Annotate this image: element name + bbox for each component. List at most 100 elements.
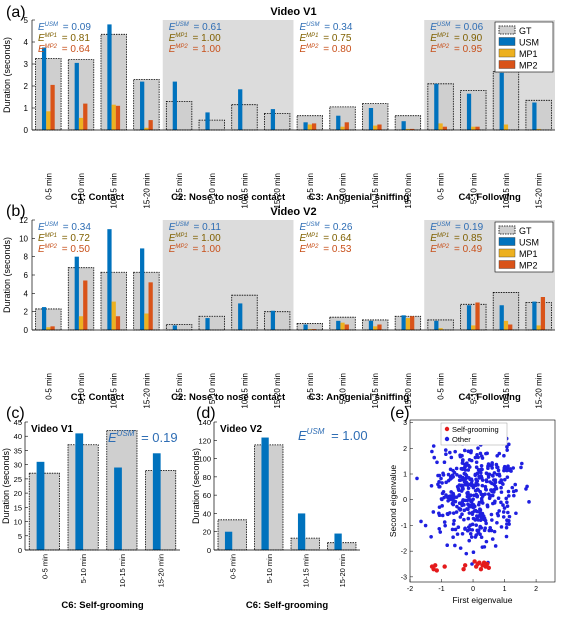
usm-bar [172, 325, 177, 330]
annotation-value: = 0.19 [452, 222, 483, 233]
other-point [468, 493, 473, 497]
other-point [485, 451, 489, 456]
mp2-bar [377, 124, 382, 130]
category-tick-label: 10-15 min [240, 173, 249, 209]
other-point [473, 455, 478, 460]
annotation-e: E [169, 244, 176, 255]
other-point [462, 448, 467, 453]
other-point [501, 515, 506, 519]
usm-bar [499, 72, 504, 130]
other-point [487, 472, 492, 477]
usm-bar [238, 89, 243, 130]
other-point [451, 511, 456, 515]
other-point [446, 472, 451, 477]
other-point [505, 500, 509, 505]
other-point [461, 458, 465, 462]
gt-bar [231, 294, 258, 331]
annotation-mp2: EMP2 = 1.00 [169, 44, 221, 55]
usm-bar [434, 83, 439, 130]
usm-bar [224, 531, 233, 550]
other-point [465, 491, 469, 496]
other-point [476, 488, 481, 492]
gt-bar [427, 83, 454, 131]
other-point [454, 466, 459, 471]
annotation-mp1: EMP1 = 0.90 [430, 33, 482, 44]
other-point [446, 478, 451, 483]
category-tick-label: 5-10 min [79, 554, 88, 583]
category-tick-label: 15-20 min [404, 373, 413, 409]
y-tick-label: 35 [14, 446, 22, 455]
category-tick-label: 0-5 min [44, 373, 53, 400]
annotation-mp2: EMP2 = 0.80 [300, 44, 352, 55]
other-point [476, 528, 481, 533]
other-point [451, 493, 456, 497]
other-point [454, 510, 459, 514]
usm-bar [107, 229, 112, 330]
annotation-usm: EUSM = 1.00 [298, 427, 368, 443]
other-point [452, 518, 456, 523]
annotation-e: E [38, 222, 45, 233]
category-tick-label: 10-15 min [371, 173, 380, 209]
other-point [469, 483, 474, 488]
other-point [474, 523, 479, 527]
other-point [483, 487, 488, 492]
annotation-sup: USM [45, 222, 58, 228]
self-grooming-point [472, 559, 477, 564]
other-point [444, 493, 448, 497]
other-point [479, 526, 484, 530]
group-name: C1: Contact [71, 192, 125, 203]
panel-label-a: (a) [6, 4, 26, 21]
mp1-bar [405, 128, 411, 130]
category-tick-label: 15-20 min [273, 373, 282, 409]
other-point [466, 449, 471, 454]
y-tick-label: 0 [24, 126, 29, 135]
group-name: C3: Anogenial sniffing [309, 192, 410, 203]
category-tick-label: 0-5 min [228, 554, 237, 579]
other-point [490, 493, 495, 498]
category-tick-label: 5-10 min [208, 173, 217, 204]
other-point [431, 444, 436, 448]
annotation-usm: EUSM = 0.06 [430, 22, 483, 33]
gt-bar [329, 106, 356, 131]
other-point [505, 504, 510, 508]
annotation-mp1: EMP1 = 0.64 [300, 233, 352, 244]
other-point [441, 489, 446, 494]
usm-bar [205, 112, 210, 130]
other-point [448, 450, 452, 455]
usm-bar [336, 320, 341, 330]
other-point [442, 520, 447, 524]
other-point [493, 499, 497, 504]
other-point [474, 480, 479, 485]
group-name: C3: Anogenial sniffing [309, 392, 410, 403]
y-tick-label: 3 [24, 60, 29, 69]
other-point [429, 535, 433, 539]
mp1-bar [46, 327, 51, 330]
self-grooming-point [477, 560, 482, 565]
bar-row: Video V1 Duration (seconds) 0-5 min 5-10 mi… [2, 6, 555, 209]
gt-bar [394, 115, 422, 131]
panel-title: Video V1 [31, 424, 73, 435]
category-tick-label: 5-10 min [469, 373, 478, 404]
group-name: C1: Contact [71, 392, 125, 403]
annotation-value: = 0.81 [59, 33, 90, 44]
annotation-e: E [38, 233, 45, 244]
other-point [490, 537, 495, 541]
annotation-mp2: EMP2 = 0.64 [38, 44, 90, 55]
category-tick-label: 0-5 min [44, 173, 53, 200]
annotation-e: E [169, 33, 176, 44]
mp2-bar [311, 123, 317, 130]
other-point [432, 455, 437, 460]
y-tick-label: 1 [403, 472, 407, 479]
other-point [490, 473, 495, 478]
usm-bar [334, 533, 342, 550]
mp1-bar [405, 318, 411, 330]
annotation-e: E [298, 428, 307, 443]
y-axis-label: Second eigenvalue [388, 465, 398, 538]
y-tick-label: 4 [24, 289, 29, 298]
annotation-sup: USM [45, 22, 58, 28]
legend-label-mp2: MP2 [519, 261, 538, 271]
usm-bar [107, 24, 112, 130]
mp1-bar [471, 325, 476, 330]
mp1-bar [471, 126, 476, 130]
mp2-bar [115, 105, 121, 130]
